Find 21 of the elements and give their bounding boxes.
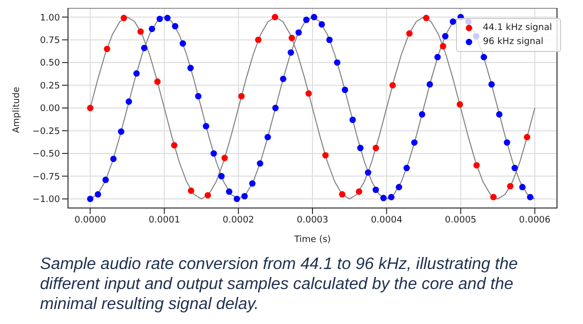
y-axis-title: Amplitude <box>12 86 22 133</box>
text: Sample audio rate conversion from 44.1 to 96 kHz, illustrating the different input and output samples calculated by the core and the minimal resulting signal delay. <box>40 254 519 314</box>
x-tick-label: 0.0004 <box>370 215 403 226</box>
y-tick-label: −0.25 <box>32 126 60 137</box>
y-tick-label: −1.00 <box>32 195 60 206</box>
y-tick-label: 0.00 <box>40 104 60 114</box>
y-tick-label: −0.75 <box>32 172 60 182</box>
x-tick-label: 0.0006 <box>519 215 551 226</box>
x-tick-label: 0.0000 <box>74 215 106 226</box>
y-tick-label: 1.00 <box>40 13 60 24</box>
x-tick-label: 0.0003 <box>296 215 328 226</box>
x-axis-title: Time (s) <box>293 235 331 245</box>
y-tick-label: 0.25 <box>40 81 60 92</box>
y-tick-label: 0.50 <box>40 58 60 69</box>
y-tick-label: 0.75 <box>40 36 60 46</box>
y-tick-label: −0.50 <box>32 150 60 160</box>
legend-label: 44.1 kHz signal <box>482 22 552 35</box>
x-tick-label: 0.0002 <box>222 215 254 226</box>
legend-label: 96 kHz signal <box>482 36 544 49</box>
x-tick-label: 0.0001 <box>148 215 180 226</box>
x-tick-label: 0.0005 <box>444 215 476 226</box>
